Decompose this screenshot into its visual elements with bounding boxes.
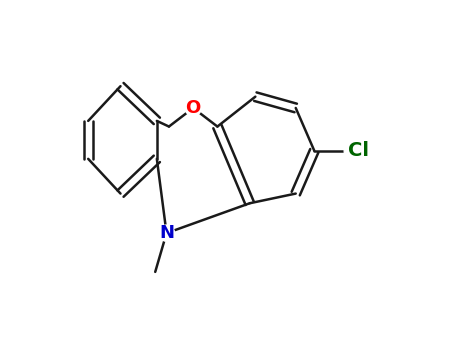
Circle shape bbox=[158, 225, 175, 241]
Text: N: N bbox=[159, 224, 174, 242]
Text: Cl: Cl bbox=[348, 141, 369, 160]
Circle shape bbox=[344, 136, 373, 165]
Circle shape bbox=[185, 100, 201, 116]
Text: O: O bbox=[186, 99, 201, 117]
